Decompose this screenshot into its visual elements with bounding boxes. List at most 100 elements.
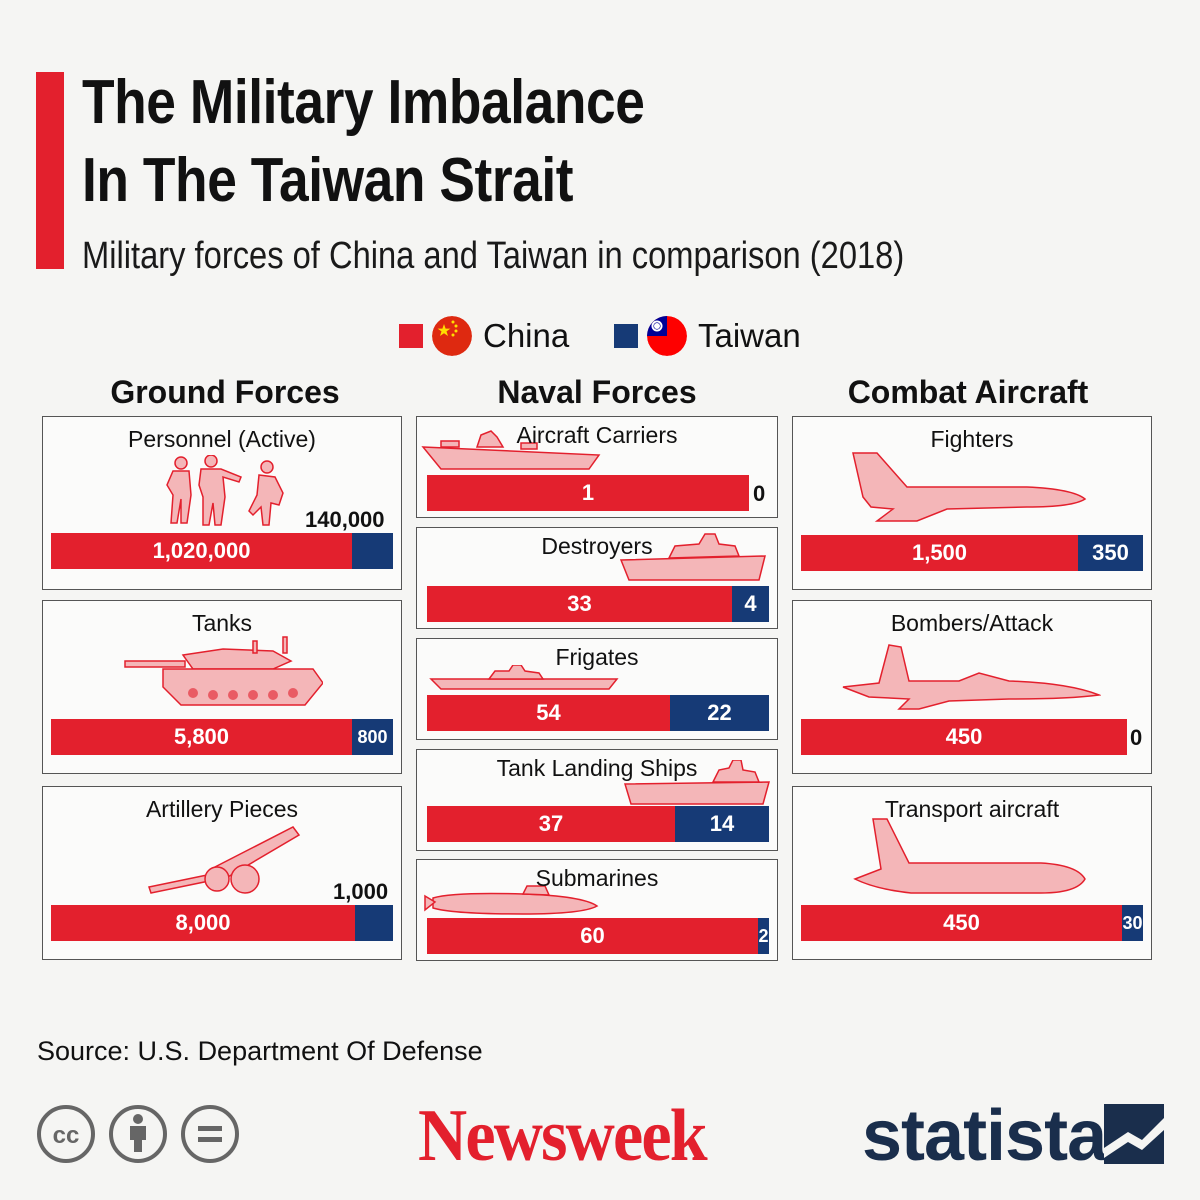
taiwan-bar bbox=[1122, 905, 1143, 941]
panel-artillery: Artillery Pieces 1,000 8,000 bbox=[42, 786, 402, 960]
taiwan-value-label: 22 bbox=[707, 700, 732, 725]
taiwan-bar bbox=[675, 806, 769, 842]
panel-aircraft-carriers: Aircraft Carriers 1 0 bbox=[416, 416, 778, 518]
taiwan-flag-icon bbox=[647, 316, 687, 356]
comparison-bar: 1,500 350 bbox=[801, 535, 1143, 571]
legend: China Taiwan bbox=[0, 312, 1200, 360]
panel-label: Tanks bbox=[191, 610, 253, 636]
panel-personnel: Personnel (Active) 140,000 1,020,000 bbox=[42, 416, 402, 590]
panel-label: Bombers/Attack bbox=[890, 610, 1054, 636]
taiwan-bar bbox=[1078, 535, 1143, 571]
china-flag-icon bbox=[432, 316, 472, 356]
tank-icon bbox=[124, 636, 323, 706]
taiwan-legend-swatch bbox=[614, 324, 638, 348]
taiwan-value-label: 0 bbox=[753, 481, 766, 506]
comparison-bar: 450 bbox=[801, 719, 1127, 755]
china-value-label: 450 bbox=[945, 724, 983, 749]
panel-label: Submarines bbox=[535, 865, 659, 891]
aircraft-carrier-icon bbox=[421, 430, 601, 470]
title-line-1: The Military Imbalance bbox=[82, 68, 645, 137]
frigate-icon bbox=[429, 665, 619, 690]
source-note: Source: U.S. Department Of Defense bbox=[37, 1036, 483, 1066]
comparison-bar: 54 22 bbox=[427, 695, 769, 731]
panel-tank-landing-ships: Tank Landing Ships 37 14 bbox=[416, 749, 778, 851]
china-value-label: 5,800 bbox=[173, 724, 230, 749]
taiwan-value-label: 350 bbox=[1092, 540, 1129, 565]
china-bar bbox=[51, 719, 352, 755]
china-value-label: 60 bbox=[580, 923, 605, 948]
panel-label: Tank Landing Ships bbox=[496, 755, 698, 781]
china-legend-swatch bbox=[399, 324, 423, 348]
taiwan-value-label: 30 bbox=[1122, 913, 1143, 933]
china-value-label: 450 bbox=[943, 910, 980, 935]
combat-aircraft-heading: Combat Aircraft bbox=[847, 374, 1089, 410]
page-subtitle: Military forces of China and Taiwan in c… bbox=[82, 235, 905, 277]
china-legend-label: China bbox=[483, 317, 570, 354]
china-value-label: 33 bbox=[567, 591, 592, 616]
china-bar bbox=[801, 905, 1122, 941]
newsweek-logo: Newsweek bbox=[418, 1095, 708, 1177]
china-bar bbox=[427, 586, 732, 622]
panel-label: Transport aircraft bbox=[884, 796, 1060, 822]
china-bar bbox=[51, 533, 352, 569]
destroyer-icon bbox=[619, 533, 766, 581]
comparison-bar: 37 14 bbox=[427, 806, 769, 842]
china-value-label: 37 bbox=[538, 811, 564, 836]
china-value-label: 54 bbox=[536, 700, 561, 725]
statista-logo-text: statista bbox=[862, 1096, 1107, 1176]
taiwan-bar bbox=[352, 533, 393, 569]
panel-label: Frigates bbox=[555, 644, 639, 670]
taiwan-value-label: 14 bbox=[709, 811, 735, 836]
comparison-bar: 8,000 bbox=[51, 905, 393, 941]
taiwan-value-label: 0 bbox=[1130, 725, 1143, 750]
artillery-icon bbox=[148, 826, 301, 894]
fighter-jet-icon bbox=[852, 452, 1087, 522]
panel-fighters: Fighters 1,500 350 bbox=[792, 416, 1152, 590]
panel-submarines: Submarines 60 2 bbox=[416, 859, 778, 961]
taiwan-bar bbox=[670, 695, 769, 731]
panel-frigates: Frigates 54 22 bbox=[416, 638, 778, 740]
comparison-bar: 60 2 bbox=[427, 918, 769, 954]
panel-label: Fighters bbox=[930, 426, 1014, 452]
panel-bombers: Bombers/Attack 450 0 bbox=[792, 600, 1152, 774]
china-bar bbox=[427, 918, 758, 954]
china-bar bbox=[427, 695, 670, 731]
landing-ship-icon bbox=[623, 760, 770, 805]
china-value-label: 1,020,000 bbox=[152, 538, 251, 563]
naval-forces-heading: Naval Forces bbox=[497, 374, 697, 410]
soldiers-icon bbox=[166, 455, 284, 526]
transport-plane-icon bbox=[853, 818, 1086, 894]
panel-label: Personnel (Active) bbox=[128, 426, 316, 452]
china-bar bbox=[427, 806, 675, 842]
taiwan-value-label: 800 bbox=[357, 727, 388, 747]
svg-text:cc: cc bbox=[53, 1122, 80, 1149]
china-bar bbox=[51, 905, 355, 941]
title-line-2: In The Taiwan Strait bbox=[82, 146, 574, 215]
taiwan-bar bbox=[355, 905, 393, 941]
taiwan-bar bbox=[732, 586, 769, 622]
statista-logo-icon bbox=[1104, 1104, 1164, 1164]
panel-label: Destroyers bbox=[541, 533, 653, 559]
submarine-icon bbox=[424, 885, 599, 915]
panel-tanks: Tanks 5,800 800 bbox=[42, 600, 402, 774]
page-title: The Military Imbalance In The Taiwan Str… bbox=[82, 64, 645, 220]
taiwan-value-label: 1,000 bbox=[333, 879, 389, 904]
bomber-icon bbox=[842, 644, 1101, 710]
creative-commons-icon: cc bbox=[37, 1105, 95, 1163]
china-bar bbox=[801, 535, 1078, 571]
taiwan-legend-label: Taiwan bbox=[698, 317, 801, 354]
panel-label: Aircraft Carriers bbox=[516, 422, 678, 448]
taiwan-bar bbox=[758, 918, 769, 954]
china-value-label: 8,000 bbox=[175, 910, 231, 935]
panel-label: Artillery Pieces bbox=[145, 796, 299, 822]
comparison-bar: 1,020,000 bbox=[51, 533, 393, 569]
panel-destroyers: Destroyers 33 4 bbox=[416, 527, 778, 629]
title-accent-bar bbox=[36, 72, 64, 269]
comparison-bar: 33 4 bbox=[427, 586, 769, 622]
china-value-label: 1,500 bbox=[911, 540, 968, 565]
taiwan-value-label: 2 bbox=[758, 926, 769, 946]
china-value-label: 1 bbox=[581, 480, 595, 505]
no-derivatives-icon bbox=[181, 1105, 239, 1163]
attribution-icon bbox=[109, 1105, 167, 1163]
china-bar bbox=[801, 719, 1127, 755]
